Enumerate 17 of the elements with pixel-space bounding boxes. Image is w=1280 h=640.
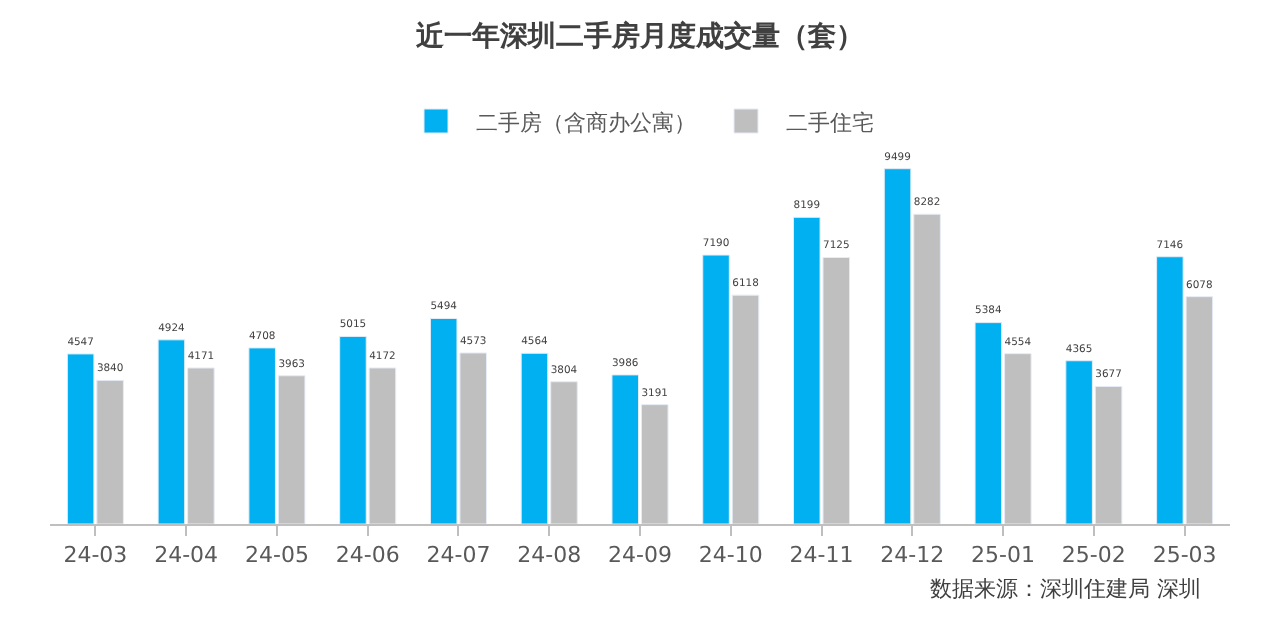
x-tick-label: 24-07 — [426, 542, 491, 569]
x-tick-label: 24-09 — [608, 542, 672, 569]
chart-title: 近一年深圳二手房月度成交量（套） — [414, 19, 864, 54]
x-tick-label: 24-06 — [335, 542, 400, 569]
x-tick-label: 25-02 — [1061, 542, 1126, 569]
x-tick-label: 24-10 — [698, 542, 763, 569]
x-tick-label: 24-12 — [880, 542, 945, 569]
legend-label: 二手房（含商办公寓） — [476, 109, 696, 136]
x-tick-label: 25-03 — [1152, 542, 1217, 569]
x-tick-label: 24-11 — [789, 542, 854, 569]
x-tick-label: 24-05 — [244, 542, 309, 569]
source-note: 数据来源：深圳住建局 深圳 — [930, 576, 1201, 602]
x-tick-label: 24-08 — [517, 542, 582, 569]
x-tick-label: 24-03 — [63, 542, 128, 569]
x-tick-label: 25-01 — [971, 542, 1036, 569]
legend-label: 二手住宅 — [786, 109, 874, 136]
x-tick-label: 24-04 — [154, 542, 219, 569]
